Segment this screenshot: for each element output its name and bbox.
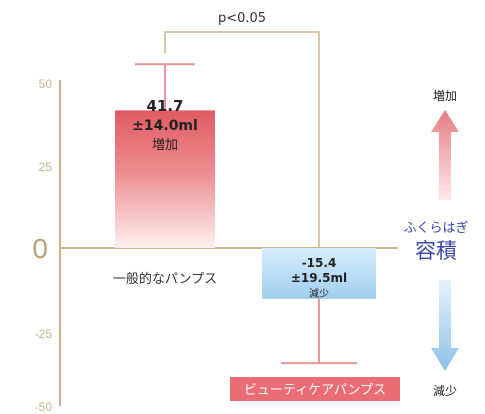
significance-label: p<0.05 xyxy=(218,11,266,26)
bar-value-label: 41.7 xyxy=(146,97,183,115)
decrease-label: 減少 xyxy=(433,383,457,398)
bar-value-label: -15.4 xyxy=(302,256,337,270)
bar-standard-pumps xyxy=(115,110,215,248)
bar-sd-label: ±14.0ml xyxy=(132,118,198,134)
y-tick-label-zero: 0 xyxy=(32,233,48,264)
significance-bracket xyxy=(164,31,320,248)
y-tick-label: -50 xyxy=(35,400,53,414)
y-tick-label: 25 xyxy=(39,160,53,174)
measure-main-label: 容積 xyxy=(415,239,457,263)
legend-box-beauty xyxy=(230,377,400,401)
y-tick-label: -25 xyxy=(35,327,53,341)
category-label-standard: 一般的なパンプス xyxy=(113,271,217,287)
measure-sub-label: ふくらはぎ xyxy=(403,221,468,236)
bar-change-label: 増加 xyxy=(152,138,178,153)
bar-beauty-care-pumps xyxy=(262,248,376,299)
bar-sd-label: ±19.5ml xyxy=(291,271,347,285)
increase-arrow-icon xyxy=(431,110,459,200)
increase-label: 増加 xyxy=(433,89,457,103)
decrease-arrow-icon xyxy=(431,280,459,371)
category-label-beauty: ビューティケアパンプス xyxy=(244,383,386,398)
y-tick-label: 50 xyxy=(39,77,53,91)
bar-change-label: 減少 xyxy=(309,287,329,300)
